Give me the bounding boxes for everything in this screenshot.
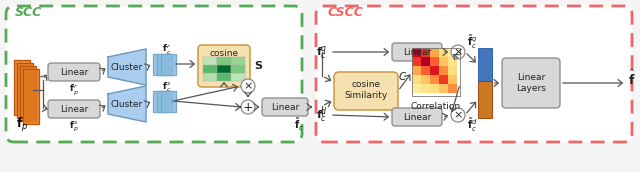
Bar	[439, 75, 448, 84]
Polygon shape	[14, 60, 30, 115]
Bar	[231, 57, 245, 65]
Polygon shape	[153, 91, 168, 112]
Bar	[430, 48, 439, 57]
FancyBboxPatch shape	[334, 72, 398, 110]
Text: CSCC: CSCC	[327, 6, 363, 19]
Bar	[439, 84, 448, 93]
Text: Correlation: Correlation	[411, 101, 461, 110]
Text: $\hat{\mathbf{f}}$: $\hat{\mathbf{f}}$	[628, 68, 636, 88]
Text: $\mathbf{f}_c^r$: $\mathbf{f}_c^r$	[163, 43, 172, 57]
Text: Linear: Linear	[60, 105, 88, 114]
FancyBboxPatch shape	[392, 43, 442, 61]
Bar	[217, 73, 231, 81]
Text: Linear: Linear	[60, 67, 88, 77]
Text: $\mathbf{f}_c^s$: $\mathbf{f}_c^s$	[163, 80, 172, 94]
Bar	[448, 57, 457, 66]
Bar	[478, 48, 492, 81]
Text: $\mathbf{f}_p^r$: $\mathbf{f}_p^r$	[69, 83, 79, 97]
Bar	[421, 48, 430, 57]
Bar	[430, 75, 439, 84]
Text: $\times$: $\times$	[453, 47, 463, 57]
Bar	[478, 81, 492, 118]
Bar	[231, 65, 245, 73]
Circle shape	[241, 100, 255, 114]
Text: SCC: SCC	[14, 6, 42, 19]
Bar	[412, 75, 421, 84]
Bar	[217, 65, 231, 73]
Bar	[203, 73, 217, 81]
Bar	[439, 66, 448, 75]
FancyBboxPatch shape	[48, 63, 100, 81]
Text: $\times$: $\times$	[453, 110, 463, 120]
Text: +: +	[243, 100, 253, 114]
Bar	[448, 66, 457, 75]
Text: $\mathbf{f}_p$: $\mathbf{f}_p$	[16, 116, 28, 134]
Text: Layers: Layers	[516, 83, 546, 93]
FancyBboxPatch shape	[262, 98, 308, 116]
Polygon shape	[161, 91, 176, 112]
Polygon shape	[20, 66, 36, 121]
Bar	[412, 57, 421, 66]
Polygon shape	[153, 54, 168, 75]
Text: $\times$: $\times$	[243, 81, 253, 91]
Bar	[421, 66, 430, 75]
Bar	[430, 66, 439, 75]
Text: Linear: Linear	[517, 73, 545, 82]
FancyBboxPatch shape	[198, 45, 250, 87]
Circle shape	[451, 45, 465, 59]
FancyBboxPatch shape	[48, 100, 100, 118]
FancyBboxPatch shape	[316, 6, 632, 142]
Text: C: C	[398, 72, 406, 82]
Bar	[412, 84, 421, 93]
Bar	[203, 65, 217, 73]
Bar	[421, 75, 430, 84]
Polygon shape	[17, 63, 33, 118]
Polygon shape	[157, 54, 172, 75]
Bar	[203, 57, 217, 65]
Bar	[412, 48, 460, 96]
Circle shape	[451, 108, 465, 122]
Text: S: S	[254, 61, 262, 71]
Bar	[412, 66, 421, 75]
Bar	[430, 57, 439, 66]
Bar	[430, 84, 439, 93]
Polygon shape	[23, 69, 39, 124]
Text: $\mathbf{f}_p^s$: $\mathbf{f}_p^s$	[69, 120, 79, 134]
Bar	[448, 84, 457, 93]
Bar	[448, 48, 457, 57]
Text: $\mathbf{f}_c^q$: $\mathbf{f}_c^q$	[316, 44, 328, 61]
Bar	[421, 84, 430, 93]
Polygon shape	[157, 91, 172, 112]
FancyBboxPatch shape	[392, 108, 442, 126]
Text: Cluster: Cluster	[111, 62, 143, 72]
Text: $\tilde{\mathbf{f}}_c^d$: $\tilde{\mathbf{f}}_c^d$	[467, 116, 477, 134]
Text: Cluster: Cluster	[111, 99, 143, 109]
Polygon shape	[161, 54, 176, 75]
Text: Linear: Linear	[403, 47, 431, 56]
Text: Linear: Linear	[403, 112, 431, 121]
Bar	[439, 48, 448, 57]
Text: $\tilde{\mathbf{f}}_c$: $\tilde{\mathbf{f}}_c$	[294, 117, 304, 133]
Text: cosine: cosine	[209, 49, 239, 57]
Bar	[439, 57, 448, 66]
Circle shape	[241, 79, 255, 93]
Bar	[448, 75, 457, 84]
FancyBboxPatch shape	[6, 6, 302, 142]
Text: $\mathbf{f}_c^d$: $\mathbf{f}_c^d$	[316, 105, 328, 125]
Bar	[231, 73, 245, 81]
Bar	[217, 57, 231, 65]
Text: $\tilde{\mathbf{f}}_c^q$: $\tilde{\mathbf{f}}_c^q$	[467, 33, 477, 51]
Bar	[412, 48, 421, 57]
Polygon shape	[108, 86, 146, 122]
Text: Similarity: Similarity	[344, 90, 388, 99]
Text: cosine: cosine	[351, 79, 381, 89]
Polygon shape	[108, 49, 146, 85]
Bar	[421, 57, 430, 66]
FancyBboxPatch shape	[502, 58, 560, 108]
Text: Linear: Linear	[271, 103, 299, 111]
